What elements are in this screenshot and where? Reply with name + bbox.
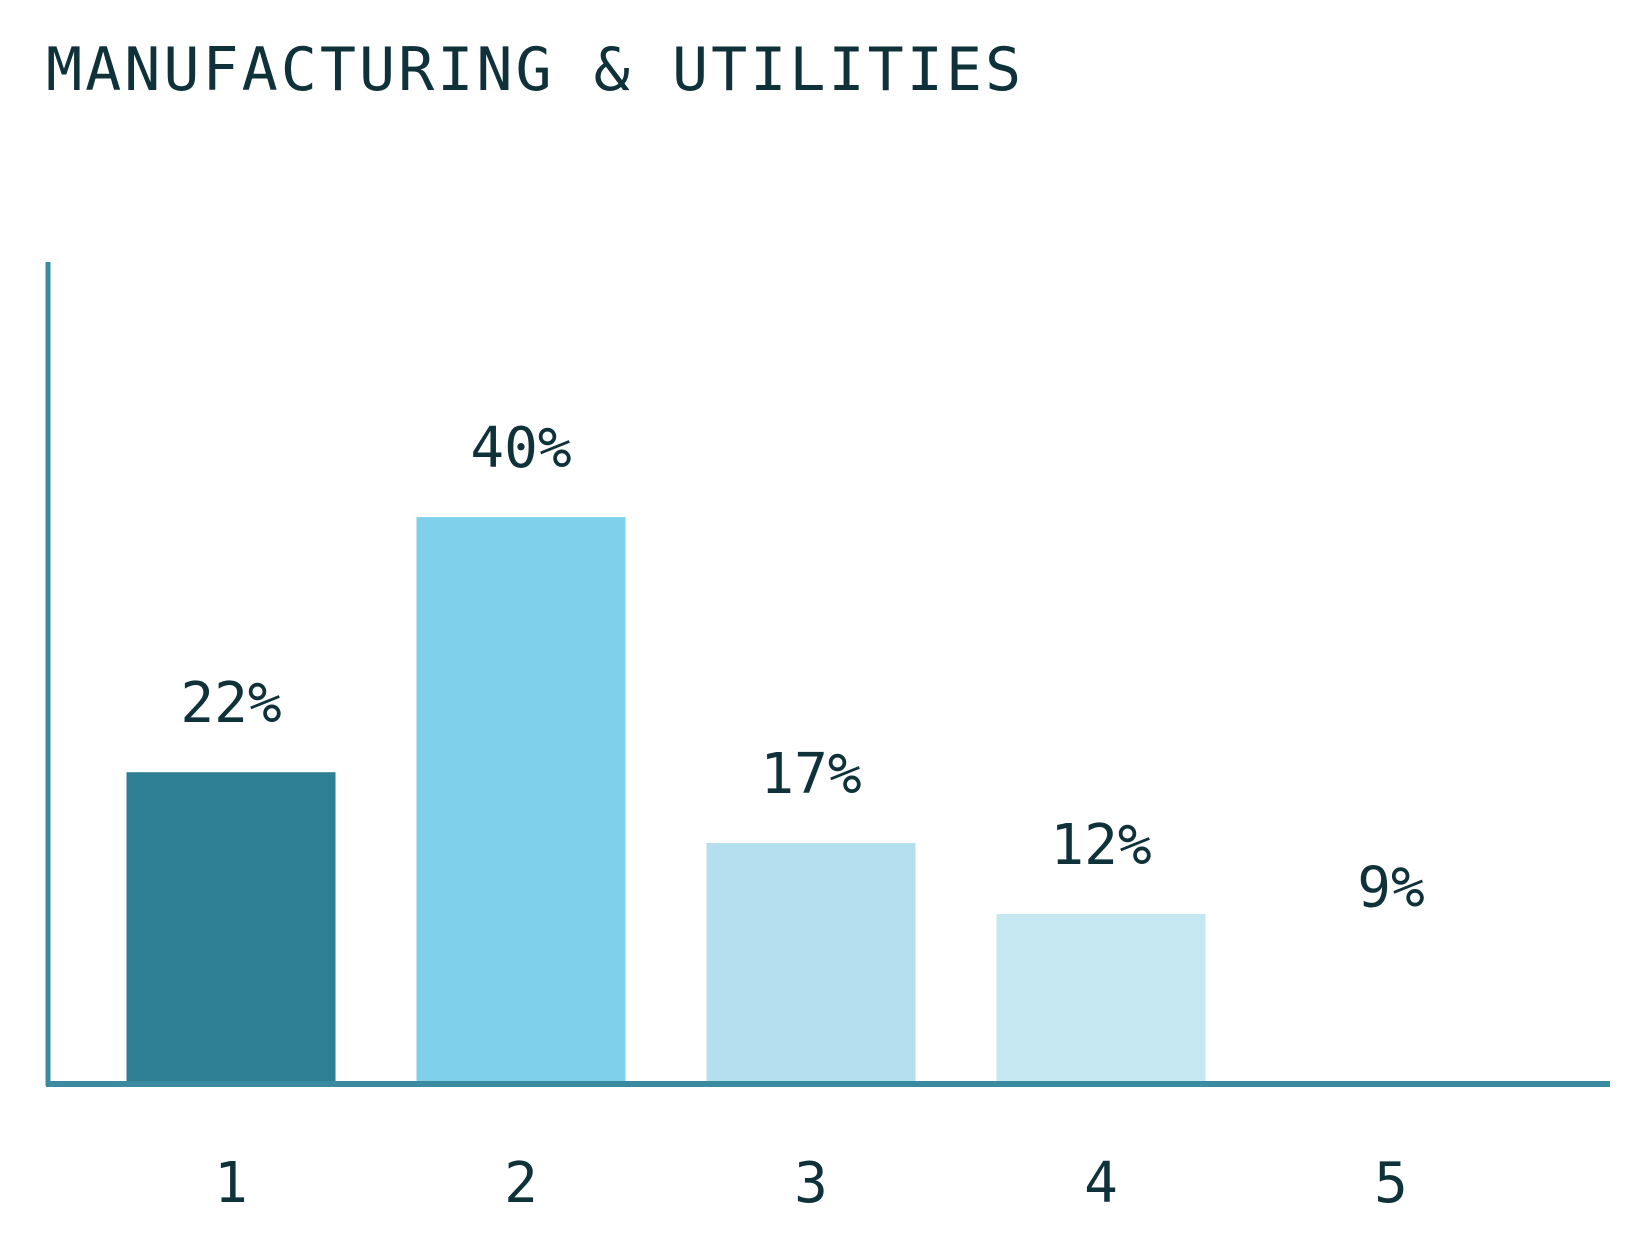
value-label-3: 17%: [760, 742, 861, 807]
category-label-1: 1: [214, 1151, 248, 1216]
value-label-4: 12%: [1050, 813, 1151, 878]
category-label-3: 3: [794, 1151, 828, 1216]
bars-layer: [126, 517, 1496, 1084]
value-label-5: 9%: [1357, 855, 1424, 920]
bar-2: [416, 517, 626, 1084]
bar-1: [126, 772, 336, 1084]
bar-5: [1286, 956, 1496, 1084]
value-label-2: 40%: [470, 416, 571, 481]
value-labels-layer: 22% 40% 17% 12% 9%: [180, 416, 1424, 920]
category-labels-layer: 1 2 3 4 5: [214, 1151, 1408, 1216]
bar-3: [706, 843, 916, 1084]
value-label-1: 22%: [180, 671, 281, 736]
chart-title: MANUFACTURING & UTILITIES: [46, 35, 1025, 105]
category-label-5: 5: [1374, 1151, 1408, 1216]
bar-4: [996, 913, 1206, 1084]
category-label-4: 4: [1084, 1151, 1118, 1216]
category-label-2: 2: [504, 1151, 538, 1216]
